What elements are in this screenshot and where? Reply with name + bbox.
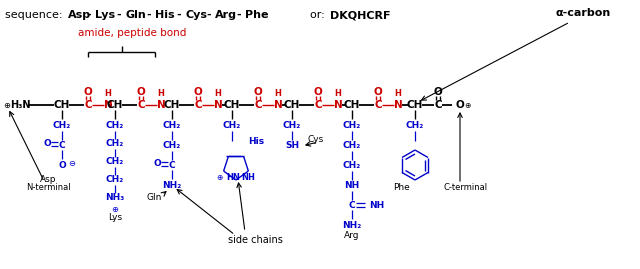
- Text: CH₂: CH₂: [53, 122, 71, 130]
- Text: O: O: [314, 87, 323, 97]
- Text: NH: NH: [344, 182, 360, 190]
- Text: CH₂: CH₂: [106, 122, 124, 130]
- Text: ⊕: ⊕: [3, 101, 10, 109]
- Text: -: -: [236, 10, 241, 20]
- Text: Cys: Cys: [308, 134, 324, 143]
- Text: N: N: [104, 100, 113, 110]
- Text: C: C: [169, 161, 175, 171]
- Text: Cys: Cys: [185, 10, 207, 20]
- Text: -: -: [206, 10, 211, 20]
- Text: Gln: Gln: [125, 10, 146, 20]
- Text: C: C: [84, 100, 92, 110]
- Text: O: O: [153, 160, 161, 168]
- Text: α-carbon: α-carbon: [555, 8, 611, 18]
- Text: CH: CH: [407, 100, 423, 110]
- Text: -: -: [116, 10, 120, 20]
- Text: CH₂: CH₂: [343, 122, 361, 130]
- Text: O: O: [455, 100, 464, 110]
- Text: -: -: [86, 10, 91, 20]
- Text: N: N: [274, 100, 282, 110]
- Text: N: N: [157, 100, 165, 110]
- Text: N: N: [214, 100, 222, 110]
- Text: H: H: [395, 90, 401, 98]
- Text: CH₂: CH₂: [406, 122, 424, 130]
- Text: O: O: [253, 87, 262, 97]
- Text: Lys: Lys: [108, 214, 122, 222]
- Text: ⊕: ⊕: [216, 172, 223, 182]
- Text: ⊖: ⊖: [68, 158, 75, 168]
- Text: NH₂: NH₂: [163, 180, 182, 189]
- Text: O: O: [136, 87, 145, 97]
- Text: CH₂: CH₂: [223, 122, 241, 130]
- Text: amide, peptide bond: amide, peptide bond: [78, 28, 186, 38]
- Text: sequence:: sequence:: [5, 10, 66, 20]
- Text: DKQHCRF: DKQHCRF: [330, 10, 390, 20]
- Text: C: C: [374, 100, 382, 110]
- Text: NH: NH: [241, 172, 255, 182]
- Text: O: O: [194, 87, 202, 97]
- Text: C: C: [137, 100, 145, 110]
- Text: NH₂: NH₂: [342, 221, 362, 229]
- Text: CH: CH: [164, 100, 180, 110]
- Text: -: -: [176, 10, 180, 20]
- Text: Phe: Phe: [245, 10, 269, 20]
- Text: CH₂: CH₂: [163, 122, 181, 130]
- Text: Phe: Phe: [393, 182, 410, 192]
- Text: CH₂: CH₂: [283, 122, 301, 130]
- Text: ⊕: ⊕: [464, 101, 470, 109]
- Text: CH: CH: [107, 100, 123, 110]
- Text: His: His: [155, 10, 175, 20]
- Text: C: C: [59, 141, 65, 150]
- Text: CH₂: CH₂: [106, 158, 124, 167]
- Text: O: O: [58, 161, 66, 169]
- Text: CH₂: CH₂: [343, 141, 361, 150]
- Text: O: O: [434, 87, 442, 97]
- Text: O: O: [84, 87, 92, 97]
- Text: Asp: Asp: [40, 175, 56, 183]
- Text: Arg: Arg: [344, 231, 360, 239]
- Text: -: -: [146, 10, 150, 20]
- Text: O: O: [374, 87, 382, 97]
- Text: N-terminal: N-terminal: [26, 182, 70, 192]
- Text: C: C: [254, 100, 262, 110]
- Text: H: H: [335, 90, 341, 98]
- Text: CH: CH: [284, 100, 300, 110]
- Text: Lys: Lys: [95, 10, 115, 20]
- Text: C: C: [314, 100, 322, 110]
- Text: CH: CH: [344, 100, 360, 110]
- Text: ⊕: ⊕: [111, 204, 118, 214]
- Text: CH₂: CH₂: [163, 141, 181, 150]
- Text: CH₂: CH₂: [106, 175, 124, 185]
- Text: C: C: [349, 201, 355, 211]
- Text: O: O: [43, 140, 51, 148]
- Text: H: H: [275, 90, 282, 98]
- Text: CH: CH: [224, 100, 240, 110]
- Text: Arg: Arg: [215, 10, 237, 20]
- Text: Asp: Asp: [68, 10, 91, 20]
- Text: C: C: [434, 100, 442, 110]
- Text: H: H: [157, 90, 164, 98]
- Text: CH₂: CH₂: [343, 161, 361, 171]
- Text: SH: SH: [285, 141, 299, 150]
- Text: NH₃: NH₃: [106, 193, 125, 203]
- Text: HN: HN: [226, 172, 240, 182]
- Text: N: N: [333, 100, 342, 110]
- Text: Gln: Gln: [147, 193, 162, 201]
- Text: His: His: [248, 136, 264, 146]
- Text: H: H: [104, 90, 111, 98]
- Text: NH: NH: [369, 200, 384, 210]
- Text: N: N: [394, 100, 403, 110]
- Text: H: H: [214, 90, 221, 98]
- Text: C: C: [194, 100, 202, 110]
- Text: or:: or:: [310, 10, 328, 20]
- Text: side chains: side chains: [228, 235, 282, 245]
- Text: CH: CH: [54, 100, 70, 110]
- Text: C-terminal: C-terminal: [443, 182, 487, 192]
- Text: CH₂: CH₂: [106, 140, 124, 148]
- Text: H₃N: H₃N: [10, 100, 31, 110]
